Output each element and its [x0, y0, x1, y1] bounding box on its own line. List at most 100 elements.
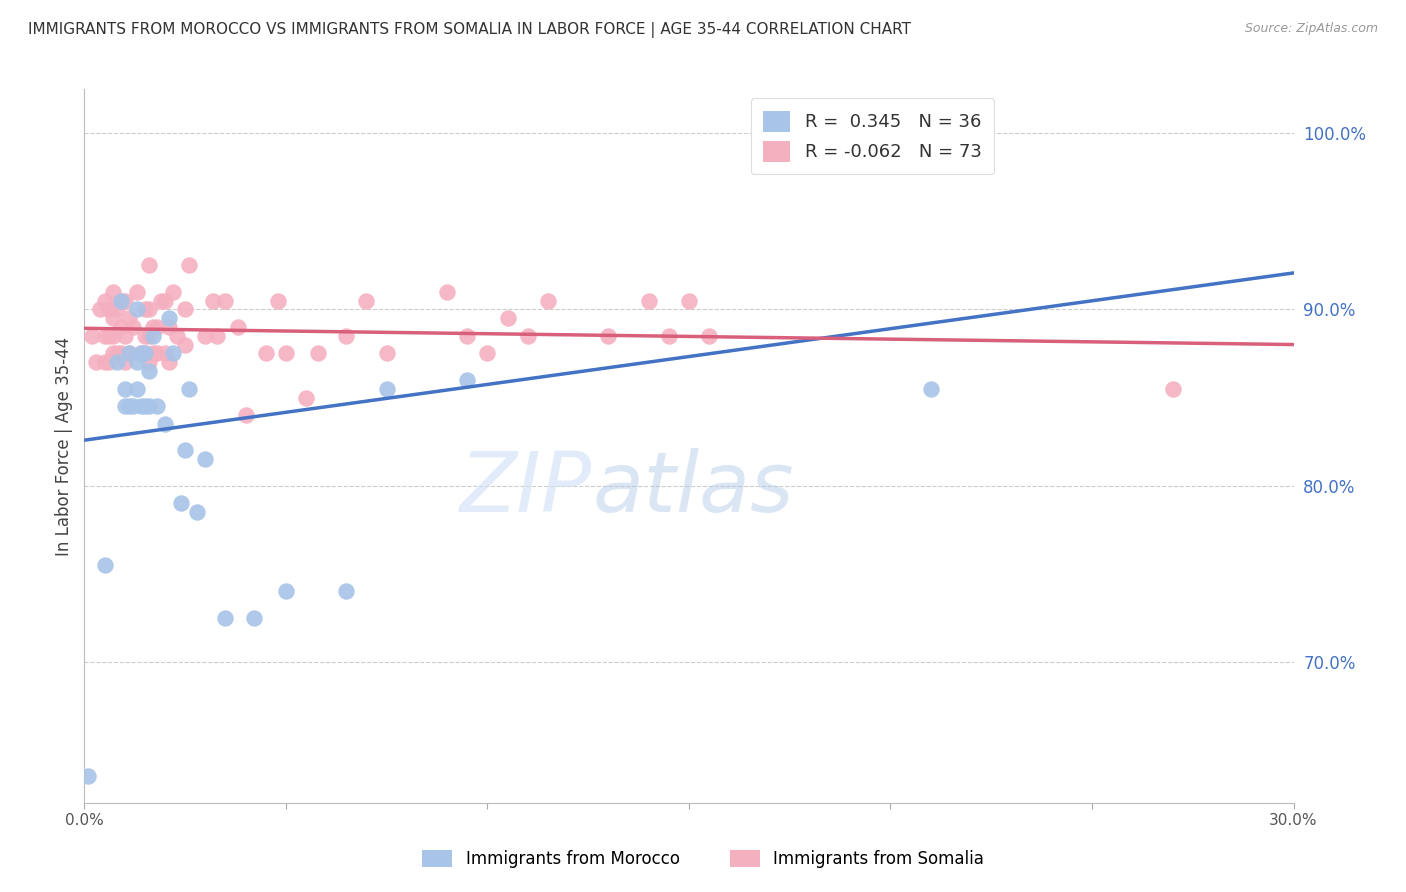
Point: [477, 346, 499, 360]
Point: [110, 293, 132, 308]
Point: [170, 496, 193, 510]
Point: [149, 293, 172, 308]
Point: [105, 302, 128, 317]
Point: [307, 346, 329, 360]
Point: [254, 346, 277, 360]
Point: [920, 382, 942, 396]
Point: [375, 382, 398, 396]
Point: [125, 382, 148, 396]
Point: [456, 373, 478, 387]
Point: [114, 293, 136, 308]
Point: [214, 611, 236, 625]
Point: [496, 311, 519, 326]
Point: [82, 329, 104, 343]
Point: [134, 346, 156, 360]
Text: atlas: atlas: [592, 449, 794, 529]
Point: [142, 346, 165, 360]
Point: [101, 329, 124, 343]
Point: [456, 329, 478, 343]
Point: [134, 329, 156, 343]
Point: [194, 452, 217, 467]
Point: [101, 311, 124, 326]
Point: [179, 259, 201, 273]
Point: [118, 346, 141, 360]
Point: [86, 355, 108, 369]
Point: [89, 302, 111, 317]
Point: [166, 329, 188, 343]
Text: Source: ZipAtlas.com: Source: ZipAtlas.com: [1244, 22, 1378, 36]
Point: [118, 311, 141, 326]
Point: [134, 302, 156, 317]
Point: [174, 443, 197, 458]
Point: [77, 769, 100, 783]
Point: [162, 346, 184, 360]
Point: [1161, 382, 1184, 396]
Point: [295, 391, 318, 405]
Point: [101, 285, 124, 299]
Point: [146, 400, 169, 414]
Point: [118, 346, 141, 360]
Point: [242, 611, 264, 625]
Point: [436, 285, 458, 299]
Point: [799, 126, 821, 140]
Point: [110, 346, 132, 360]
Point: [194, 329, 217, 343]
Point: [202, 293, 225, 308]
Point: [125, 285, 148, 299]
Text: IMMIGRANTS FROM MOROCCO VS IMMIGRANTS FROM SOMALIA IN LABOR FORCE | AGE 35-44 CO: IMMIGRANTS FROM MOROCCO VS IMMIGRANTS FR…: [28, 22, 911, 38]
Point: [697, 329, 720, 343]
Point: [142, 329, 165, 343]
Point: [93, 293, 115, 308]
Point: [637, 293, 659, 308]
Point: [658, 329, 681, 343]
Point: [174, 302, 197, 317]
Point: [110, 293, 132, 308]
Legend: R =  0.345   N = 36, R = -0.062   N = 73: R = 0.345 N = 36, R = -0.062 N = 73: [751, 98, 994, 174]
Point: [186, 505, 208, 519]
Point: [157, 311, 180, 326]
Point: [105, 355, 128, 369]
Point: [267, 293, 290, 308]
Point: [129, 346, 152, 360]
Point: [121, 400, 143, 414]
Point: [118, 400, 141, 414]
Point: [93, 355, 115, 369]
Point: [153, 346, 176, 360]
Point: [375, 346, 398, 360]
Point: [138, 302, 160, 317]
Point: [97, 355, 120, 369]
Point: [153, 417, 176, 431]
Y-axis label: In Labor Force | Age 35-44: In Labor Force | Age 35-44: [55, 336, 73, 556]
Point: [142, 320, 165, 334]
Point: [235, 408, 257, 422]
Point: [335, 584, 357, 599]
Point: [114, 329, 136, 343]
Point: [105, 346, 128, 360]
Point: [157, 320, 180, 334]
Point: [214, 293, 236, 308]
Point: [335, 329, 357, 343]
Point: [138, 400, 160, 414]
Point: [678, 293, 700, 308]
Point: [598, 329, 620, 343]
Point: [114, 382, 136, 396]
Point: [174, 337, 197, 351]
Point: [226, 320, 249, 334]
Text: ZIP: ZIP: [460, 449, 592, 529]
Point: [274, 346, 297, 360]
Point: [125, 302, 148, 317]
Point: [93, 329, 115, 343]
Point: [101, 346, 124, 360]
Point: [97, 302, 120, 317]
Point: [125, 355, 148, 369]
Point: [138, 259, 160, 273]
Point: [207, 329, 229, 343]
Point: [129, 346, 152, 360]
Point: [138, 355, 160, 369]
Point: [274, 584, 297, 599]
Point: [138, 329, 160, 343]
Point: [114, 355, 136, 369]
Point: [153, 293, 176, 308]
Point: [93, 558, 115, 572]
Point: [138, 364, 160, 378]
